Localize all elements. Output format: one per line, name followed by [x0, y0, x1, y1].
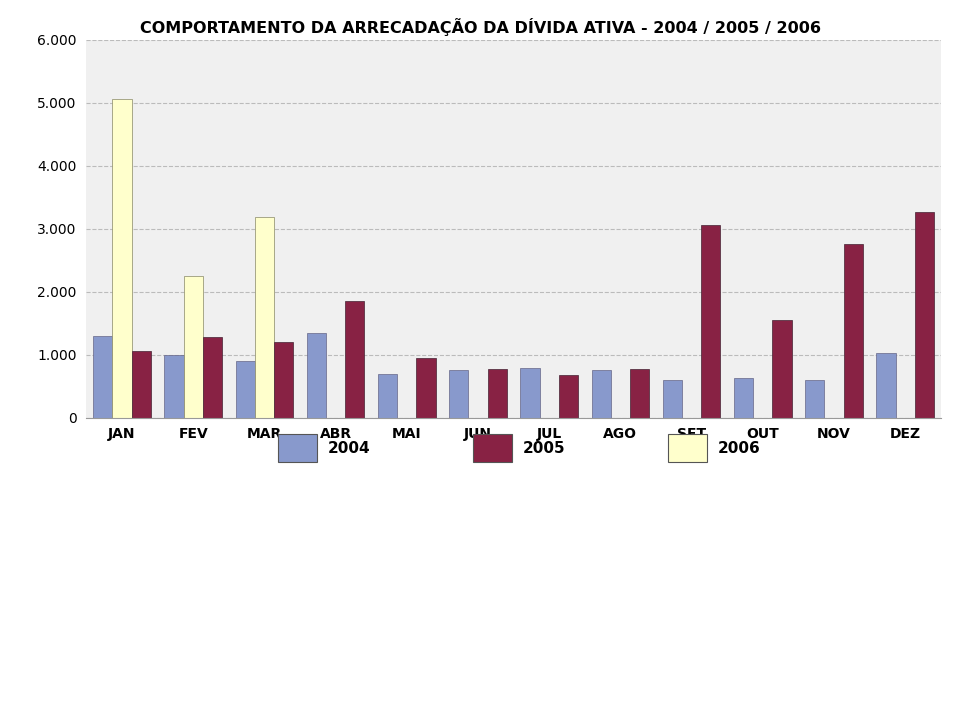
- Bar: [805, 380, 825, 418]
- Bar: [591, 370, 611, 418]
- Bar: [278, 434, 317, 462]
- Bar: [93, 336, 112, 418]
- Bar: [915, 212, 934, 418]
- Text: * De Janeiro a Março de 2006 - superior em relação ao mesmo período de 2005
em a: * De Janeiro a Março de 2006 - superior …: [29, 631, 747, 667]
- Bar: [559, 375, 578, 418]
- Text: NOTAS:: NOTAS:: [29, 491, 110, 510]
- Bar: [254, 217, 274, 418]
- Bar: [417, 358, 436, 418]
- Bar: [773, 320, 792, 418]
- Text: 2005: 2005: [523, 441, 565, 456]
- Bar: [274, 342, 293, 418]
- Text: 2004: 2004: [328, 441, 371, 456]
- Bar: [734, 378, 754, 418]
- Bar: [876, 354, 896, 418]
- Text: * De Agosto a Dezembro de 2005 – superior em relação ao mesmo período de
2004 em: * De Agosto a Dezembro de 2005 – superio…: [29, 539, 729, 575]
- Bar: [473, 434, 512, 462]
- Text: 8: 8: [922, 696, 931, 711]
- Text: 2006: 2006: [718, 441, 760, 456]
- Bar: [203, 337, 222, 418]
- Bar: [701, 225, 720, 418]
- Bar: [164, 355, 183, 418]
- Bar: [630, 369, 649, 418]
- Bar: [378, 374, 397, 418]
- Bar: [449, 370, 468, 418]
- Bar: [132, 351, 151, 418]
- Text: SECRETARIA DE FINANÇAS DE
FORTALEZA: SECRETARIA DE FINANÇAS DE FORTALEZA: [392, 672, 568, 701]
- Bar: [346, 301, 365, 418]
- Bar: [183, 276, 203, 418]
- Bar: [844, 244, 863, 418]
- Bar: [488, 369, 507, 418]
- Bar: [662, 380, 682, 418]
- Bar: [668, 434, 707, 462]
- Bar: [520, 369, 540, 418]
- Bar: [307, 333, 326, 418]
- Bar: [112, 99, 132, 418]
- Bar: [235, 361, 254, 418]
- Text: COMPORTAMENTO DA ARRECADAÇÃO DA DÍVIDA ATIVA - 2004 / 2005 / 2006: COMPORTAMENTO DA ARRECADAÇÃO DA DÍVIDA A…: [139, 18, 821, 36]
